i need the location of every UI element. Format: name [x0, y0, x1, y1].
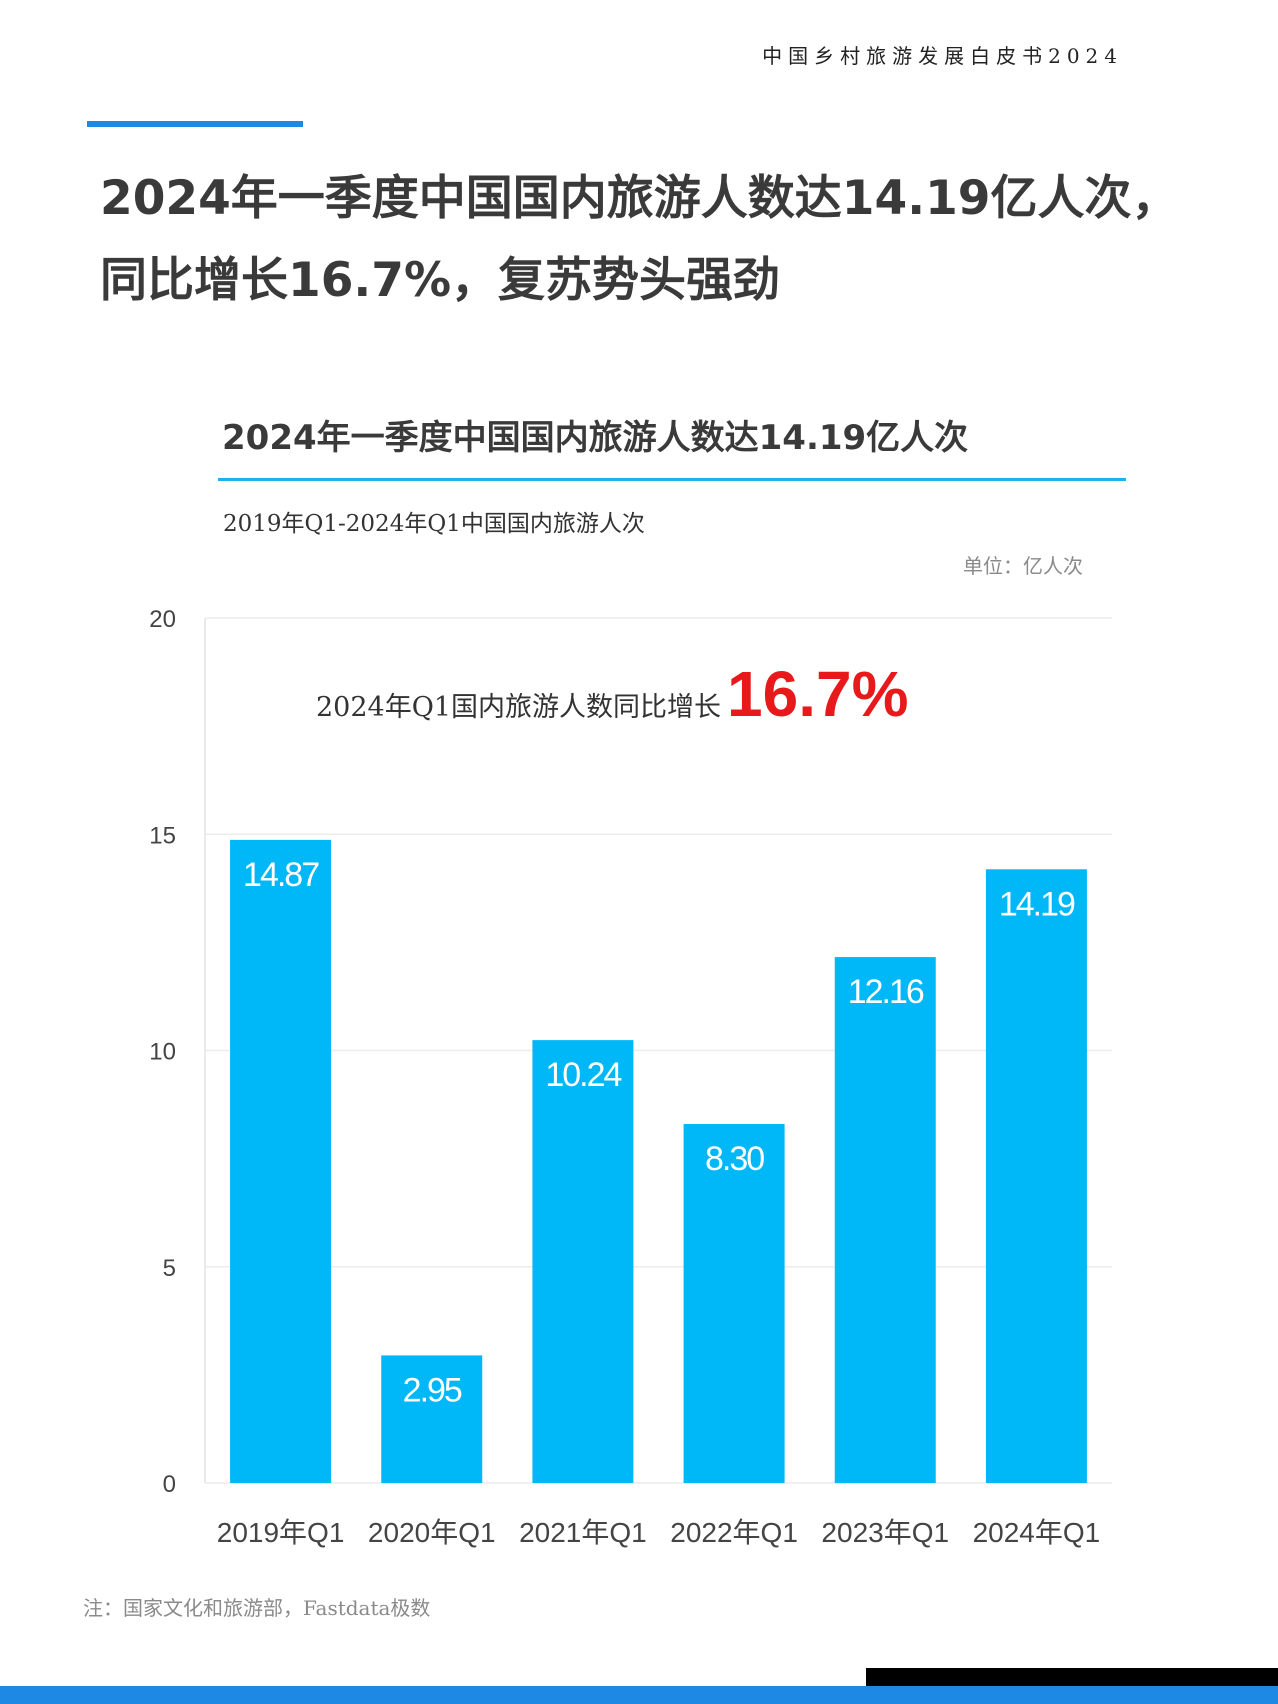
x-tick-label: 2024年Q1 [973, 1517, 1101, 1548]
bar-value-label: 10.24 [545, 1056, 621, 1094]
headline-line-2: 同比增长16.7%，复苏势头强劲 [100, 253, 781, 308]
headline-line-1: 2024年一季度中国国内旅游人数达14.19亿人次， [100, 171, 1179, 226]
y-tick-labels: 0 5 10 15 20 [149, 606, 176, 1498]
bar [381, 1355, 483, 1483]
x-tick-label: 2019年Q1 [217, 1517, 345, 1548]
grid-lines [205, 617, 1112, 1484]
annotation-text: 2024年Q1国内旅游人数同比增长 [316, 692, 721, 723]
y-tick-label: 0 [163, 1471, 176, 1498]
bar [834, 957, 936, 1483]
bar [683, 1124, 785, 1483]
y-tick-label: 10 [149, 1039, 176, 1066]
bar [230, 839, 332, 1483]
x-tick-label: 2021年Q1 [519, 1517, 647, 1548]
footer-blue-bar [0, 1686, 1278, 1704]
bar [532, 1040, 634, 1483]
x-tick-label: 2023年Q1 [821, 1517, 949, 1548]
bar-value-label: 14.19 [999, 885, 1075, 923]
bar-value-label: 8.30 [705, 1140, 764, 1178]
bar-value-label: 12.16 [848, 973, 924, 1011]
footer-black-bar [866, 1668, 1278, 1686]
report-title: 中国乡村旅游发展白皮书2024 [762, 44, 1123, 68]
y-tick-label: 5 [163, 1255, 176, 1282]
annotation-growth-rate: 16.7% [727, 658, 908, 730]
x-tick-label: 2020年Q1 [368, 1517, 496, 1548]
y-tick-label: 15 [149, 822, 176, 849]
chart-annotation: 2024年Q1国内旅游人数同比增长16.7% [316, 658, 909, 730]
bar [985, 869, 1087, 1483]
chart-title-divider [218, 478, 1126, 481]
bar-chart: 0 5 10 15 20 14.87 2.95 10.24 8.30 12.16 14.19 20… [149, 606, 1112, 1548]
chart-subtitle: 2019年Q1-2024年Q1中国国内旅游人次 [223, 511, 645, 537]
x-tick-label: 2022年Q1 [670, 1517, 798, 1548]
source-note: 注：国家文化和旅游部，Fastdata极数 [83, 1596, 431, 1620]
bar-value-label: 14.87 [243, 856, 319, 894]
accent-line [87, 121, 303, 127]
chart-title: 2024年一季度中国国内旅游人数达14.19亿人次 [222, 418, 969, 458]
page-headline: 2024年一季度中国国内旅游人数达14.19亿人次， 同比增长16.7%，复苏势… [100, 158, 1180, 322]
bar-value-label: 2.95 [403, 1371, 462, 1409]
y-tick-label: 20 [149, 606, 176, 633]
bars: 14.87 2.95 10.24 8.30 12.16 14.19 [230, 839, 1087, 1483]
chart-unit-label: 单位：亿人次 [963, 554, 1083, 578]
x-tick-labels: 2019年Q1 2020年Q1 2021年Q1 2022年Q1 2023年Q1 2024年… [217, 1517, 1100, 1548]
